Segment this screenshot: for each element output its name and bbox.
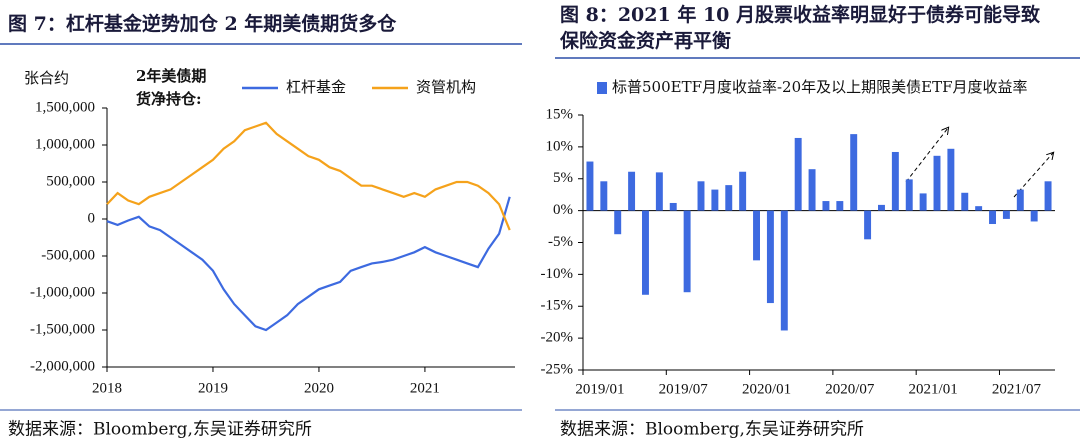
y-tick-label: -2,000,000 (30, 358, 95, 374)
x-tick-label: 2020 (304, 380, 334, 396)
bar (614, 210, 622, 235)
chart-title: 保险资金资产再平衡 (559, 29, 731, 52)
x-tick-label: 2020/07 (825, 381, 875, 397)
x-tick-label: 2019/01 (575, 381, 624, 397)
bar (864, 210, 872, 240)
bar (975, 206, 983, 211)
x-tick-label: 2019 (198, 380, 228, 396)
bar (989, 210, 996, 225)
bar (933, 155, 941, 211)
legend-label: 标普500ETF月度收益率-20年及以上期限美债ETF月度收益率 (612, 78, 1028, 96)
trend-arrow (905, 128, 948, 183)
bar (725, 185, 733, 211)
y-axis-label: 张合约 (24, 69, 69, 87)
bar (919, 193, 927, 211)
y-tick-label: -10% (541, 266, 574, 282)
chart-title: 图 7：杠杆基金逆势加仓 2 年期美债期货多仓 (8, 12, 397, 35)
x-tick-label: 2018 (92, 380, 122, 396)
y-tick-label: 1,000,000 (35, 136, 95, 152)
x-tick-label: 2020/01 (742, 381, 791, 397)
bar (1016, 189, 1024, 211)
y-tick-label: -5% (548, 234, 573, 250)
y-tick-label: 1,500,000 (35, 99, 95, 115)
bar (961, 192, 969, 211)
bar (850, 134, 858, 211)
bar (822, 201, 830, 211)
bar (586, 161, 594, 211)
bar (697, 181, 705, 211)
y-tick-label: -500,000 (41, 247, 95, 263)
x-tick-label: 2021 (410, 380, 440, 396)
source: 数据来源：Bloomberg,东吴证券研究所 (8, 420, 312, 440)
bar (1030, 210, 1038, 222)
series-line (106, 196, 511, 332)
y-tick-label: -1,500,000 (30, 321, 95, 337)
legend-label: 资管机构 (416, 78, 476, 96)
annotation: 2年美债期 (136, 67, 206, 85)
bar (905, 179, 913, 211)
bar (947, 148, 955, 211)
bar (766, 210, 774, 304)
bar (780, 210, 788, 331)
bar (642, 210, 649, 295)
x-tick-label: 2021/07 (992, 381, 1042, 397)
y-tick-label: -20% (541, 330, 574, 346)
bar (669, 202, 677, 211)
y-tick-label: 5% (553, 170, 573, 186)
source: 数据来源：Bloomberg,东吴证券研究所 (560, 420, 864, 440)
y-tick-label: 500,000 (46, 173, 95, 189)
y-tick-label: 0 (88, 210, 96, 226)
bar (1002, 210, 1010, 219)
bar (683, 210, 691, 293)
y-tick-label: -1,000,000 (30, 284, 95, 300)
bar (711, 189, 719, 211)
x-tick-label: 2021/01 (909, 381, 958, 397)
annotation: 货净持仓: (136, 90, 202, 108)
x-tick-label: 2019/07 (659, 381, 709, 397)
y-tick-label: -15% (541, 298, 574, 314)
bar (628, 171, 636, 211)
legend-swatch (597, 82, 607, 94)
bar (655, 172, 663, 211)
chart-title: 图 8：2021 年 10 月股票收益率明显好于债券可能导致 (560, 3, 1041, 26)
bar (794, 137, 802, 211)
bar (836, 201, 844, 211)
y-tick-label: 0% (553, 202, 573, 218)
bar (600, 181, 608, 211)
legend-label: 杠杆基金 (286, 78, 346, 96)
bar (739, 171, 747, 211)
y-tick-label: 10% (546, 138, 574, 154)
bar (891, 151, 899, 211)
y-tick-label: -25% (541, 361, 574, 377)
bar (808, 169, 816, 211)
y-tick-label: 15% (546, 106, 574, 122)
bar (1044, 181, 1052, 211)
bar (753, 210, 760, 261)
series-line (106, 121, 511, 231)
bar (878, 204, 885, 211)
